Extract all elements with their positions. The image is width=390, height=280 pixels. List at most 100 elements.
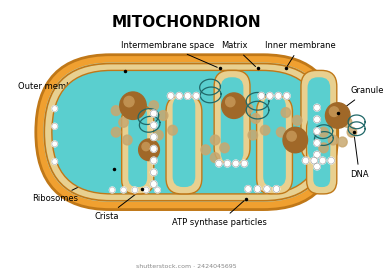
Circle shape — [121, 187, 126, 193]
FancyBboxPatch shape — [44, 64, 329, 201]
Circle shape — [328, 135, 338, 145]
Circle shape — [273, 186, 280, 192]
Circle shape — [241, 160, 248, 167]
Circle shape — [193, 92, 200, 99]
Circle shape — [52, 159, 57, 165]
Circle shape — [220, 143, 229, 153]
Circle shape — [314, 128, 320, 135]
Circle shape — [216, 160, 222, 167]
Text: Intermembrane space: Intermembrane space — [121, 41, 217, 67]
Text: DNA: DNA — [350, 135, 369, 179]
Circle shape — [151, 110, 157, 117]
Circle shape — [222, 93, 246, 118]
Circle shape — [111, 127, 121, 137]
Circle shape — [110, 187, 115, 193]
Text: MITOCHONDRION: MITOCHONDRION — [112, 15, 262, 29]
Circle shape — [251, 113, 261, 123]
Circle shape — [210, 153, 220, 163]
FancyBboxPatch shape — [43, 62, 330, 202]
Text: ATP synthase particles: ATP synthase particles — [172, 201, 267, 227]
Circle shape — [314, 139, 320, 146]
FancyBboxPatch shape — [166, 96, 202, 194]
Circle shape — [149, 101, 158, 111]
Circle shape — [302, 157, 309, 164]
FancyBboxPatch shape — [257, 96, 292, 194]
Circle shape — [311, 157, 317, 164]
Circle shape — [144, 187, 149, 193]
Text: Matrix: Matrix — [221, 41, 255, 67]
Circle shape — [264, 186, 270, 192]
Circle shape — [277, 127, 286, 137]
Circle shape — [151, 122, 157, 129]
Circle shape — [258, 92, 265, 99]
Text: Outer membrane: Outer membrane — [18, 72, 123, 91]
Circle shape — [314, 116, 320, 123]
Circle shape — [154, 130, 163, 140]
Circle shape — [248, 130, 257, 140]
Circle shape — [151, 145, 157, 152]
FancyBboxPatch shape — [36, 55, 338, 210]
Circle shape — [184, 92, 191, 99]
Circle shape — [243, 104, 253, 113]
Circle shape — [319, 143, 328, 153]
Text: shutterstock.com · 2424045695: shutterstock.com · 2424045695 — [136, 264, 237, 269]
Text: Ribosomes: Ribosomes — [32, 171, 112, 203]
Circle shape — [326, 103, 350, 128]
Circle shape — [142, 143, 150, 151]
Circle shape — [201, 145, 210, 155]
Circle shape — [292, 115, 302, 125]
Circle shape — [283, 127, 308, 153]
Circle shape — [210, 135, 220, 145]
Circle shape — [119, 117, 128, 127]
Circle shape — [111, 106, 121, 115]
Circle shape — [224, 160, 230, 167]
Circle shape — [281, 108, 291, 117]
Circle shape — [225, 97, 235, 107]
Circle shape — [155, 187, 160, 193]
Circle shape — [139, 139, 160, 161]
Circle shape — [176, 92, 183, 99]
Circle shape — [168, 125, 177, 135]
Circle shape — [232, 160, 239, 167]
Circle shape — [52, 141, 57, 147]
Circle shape — [338, 137, 347, 147]
Circle shape — [319, 157, 326, 164]
Circle shape — [347, 127, 356, 137]
Text: Inner membrane: Inner membrane — [265, 41, 335, 66]
Circle shape — [314, 151, 320, 158]
Circle shape — [319, 127, 328, 137]
Text: Crista: Crista — [94, 191, 140, 221]
Circle shape — [132, 187, 138, 193]
Circle shape — [151, 134, 157, 141]
Circle shape — [167, 92, 174, 99]
FancyBboxPatch shape — [313, 115, 330, 187]
Circle shape — [328, 157, 335, 164]
Circle shape — [342, 117, 352, 127]
Circle shape — [245, 186, 252, 192]
FancyBboxPatch shape — [301, 70, 337, 161]
Circle shape — [122, 135, 132, 145]
FancyBboxPatch shape — [221, 77, 243, 164]
Circle shape — [266, 92, 273, 99]
Circle shape — [314, 163, 320, 170]
Circle shape — [151, 157, 157, 164]
FancyBboxPatch shape — [307, 115, 337, 194]
Circle shape — [254, 186, 261, 192]
FancyBboxPatch shape — [122, 106, 154, 194]
FancyBboxPatch shape — [308, 77, 330, 161]
Circle shape — [52, 106, 57, 111]
Circle shape — [330, 107, 339, 116]
Circle shape — [158, 111, 168, 120]
FancyBboxPatch shape — [214, 70, 250, 164]
Circle shape — [151, 181, 157, 188]
Text: Granule: Granule — [340, 87, 383, 111]
FancyBboxPatch shape — [128, 106, 147, 187]
Circle shape — [261, 125, 270, 135]
Circle shape — [151, 169, 157, 176]
Circle shape — [52, 123, 57, 129]
Circle shape — [275, 92, 282, 99]
FancyBboxPatch shape — [52, 70, 322, 194]
FancyBboxPatch shape — [173, 96, 195, 187]
Circle shape — [120, 92, 146, 119]
Circle shape — [284, 92, 290, 99]
